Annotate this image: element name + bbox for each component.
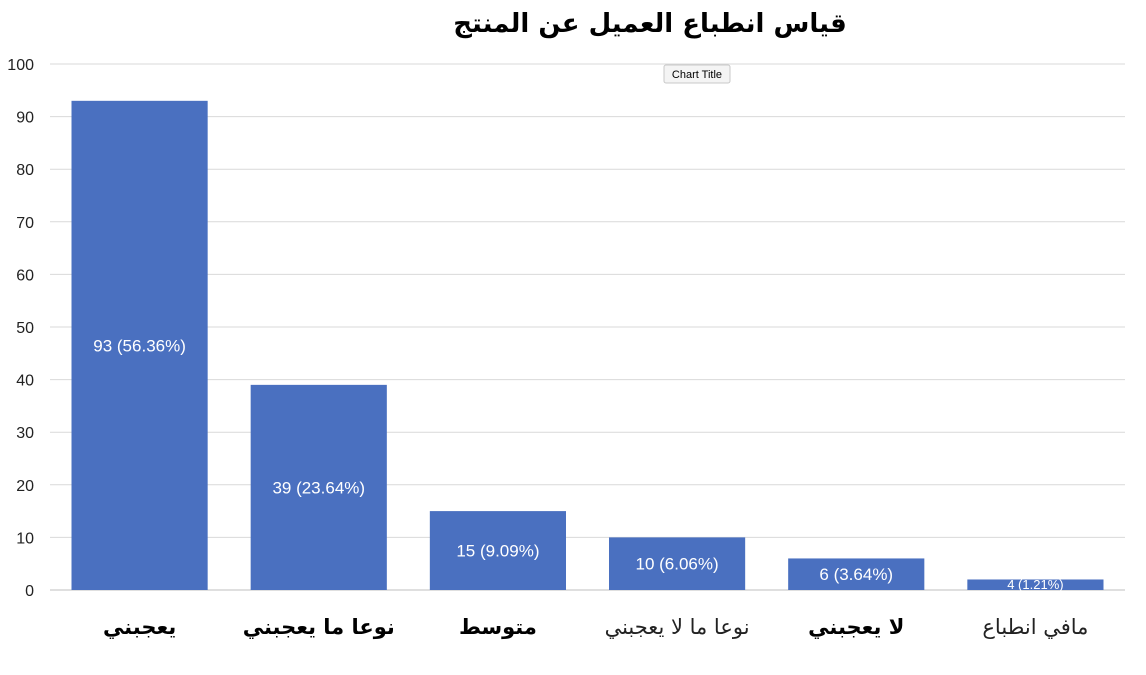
x-tick-label: يعجبني xyxy=(103,615,176,639)
bar xyxy=(609,537,746,590)
bar xyxy=(788,558,925,590)
y-tick-label: 30 xyxy=(16,425,34,442)
tooltip-text: Chart Title xyxy=(672,69,722,81)
y-tick-label: 40 xyxy=(16,373,34,390)
x-axis-ticks: يعجبني نوعا ما يعجبني متوسط نوعا ما لا يعجب… xyxy=(103,615,1088,639)
y-tick-label: 0 xyxy=(25,583,34,600)
data-label: 39 (23.64%) xyxy=(272,478,365,497)
y-tick-label: 20 xyxy=(16,478,34,495)
chart-title: قياس انطباع العميل عن المنتج xyxy=(453,9,846,39)
bar xyxy=(429,511,566,590)
data-label: 15 (9.09%) xyxy=(456,542,539,561)
y-tick-label: 90 xyxy=(16,110,34,127)
x-tick-label: مافي انطباع xyxy=(982,615,1088,639)
bar xyxy=(71,100,208,590)
x-tick-label: متوسط xyxy=(459,615,537,639)
y-axis-ticks: 0 10 20 30 40 50 60 70 80 90 100 xyxy=(7,57,34,600)
y-tick-label: 60 xyxy=(16,267,34,284)
y-tick-label: 70 xyxy=(16,215,34,232)
data-label: 10 (6.06%) xyxy=(635,555,718,574)
y-tick-label: 50 xyxy=(16,320,34,337)
bar xyxy=(250,384,387,590)
bar xyxy=(967,579,1104,590)
chart-title-tooltip: Chart Title xyxy=(663,64,731,84)
x-tick-label: نوعا ما لا يعجبني xyxy=(605,615,750,639)
gridlines xyxy=(50,63,1125,591)
data-labels: 93 (56.36%) 39 (23.64%) 15 (9.09%) 10 (6.06… xyxy=(93,336,1063,592)
x-tick-label: نوعا ما يعجبني xyxy=(243,615,395,639)
y-tick-label: 100 xyxy=(7,57,34,74)
data-label: 6 (3.64%) xyxy=(819,565,893,584)
y-tick-label: 10 xyxy=(16,530,34,547)
data-label: 93 (56.36%) xyxy=(93,336,186,355)
data-label: 4 (1.21%) xyxy=(1007,577,1063,592)
bars xyxy=(71,100,1104,590)
x-tick-label: لا يعجبني xyxy=(808,615,904,639)
y-tick-label: 80 xyxy=(16,162,34,179)
